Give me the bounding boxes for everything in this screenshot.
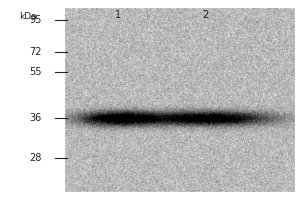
Text: 36: 36 — [30, 113, 42, 123]
Text: 72: 72 — [29, 47, 42, 57]
Text: 2: 2 — [202, 10, 208, 20]
Text: kDa: kDa — [20, 12, 37, 21]
Text: 95: 95 — [30, 15, 42, 25]
Text: 55: 55 — [29, 67, 42, 77]
Text: 1: 1 — [115, 10, 121, 20]
Text: 28: 28 — [30, 153, 42, 163]
